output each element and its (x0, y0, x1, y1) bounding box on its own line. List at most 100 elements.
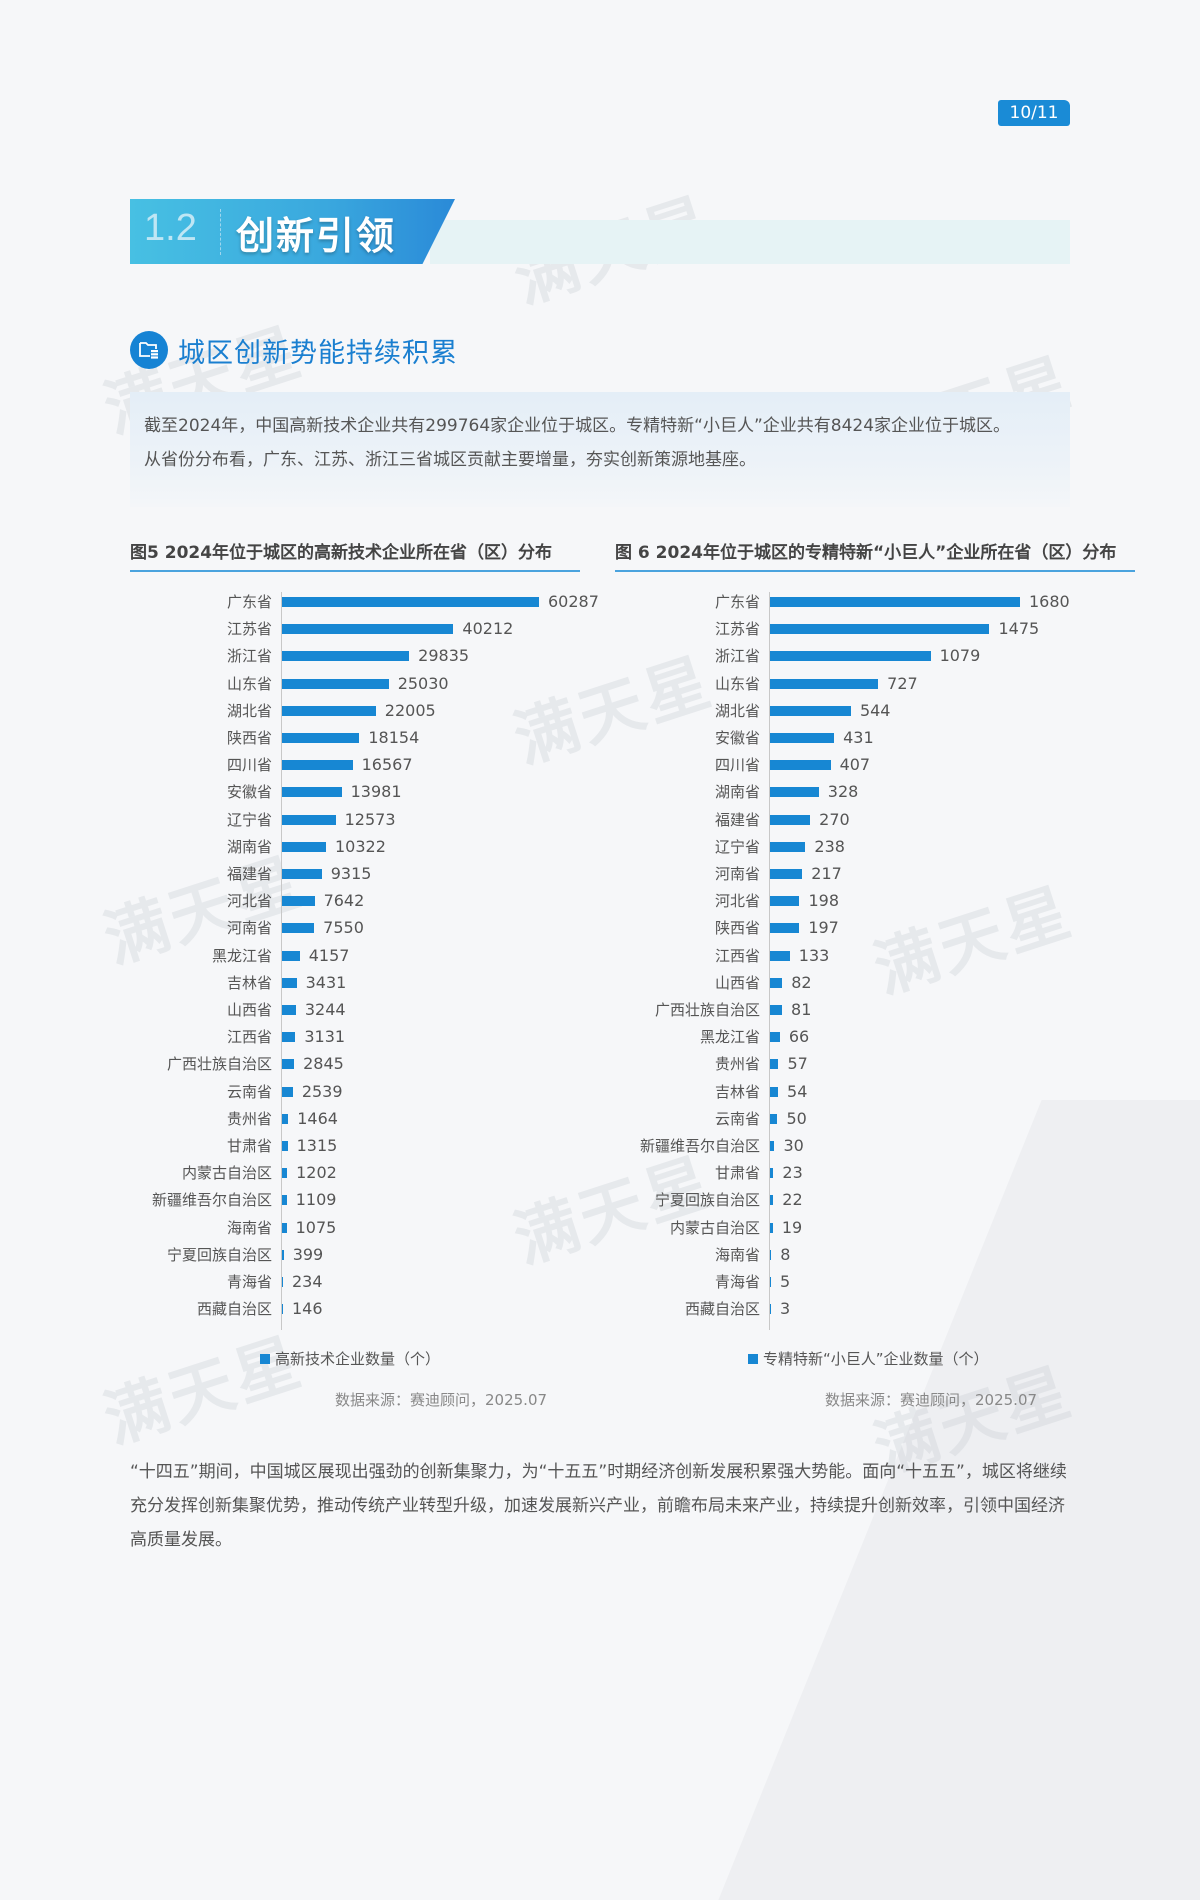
bar-value-label: 82 (791, 972, 812, 992)
bar-category-label: 河南省 (226, 919, 272, 938)
bar (282, 1032, 296, 1043)
bar-row: 吉林省 3431 (120, 973, 600, 993)
bar-value-label: 7642 (323, 891, 365, 911)
bar-row: 湖北省 544 (580, 701, 1140, 721)
bar-row: 江西省 133 (580, 946, 1140, 966)
bar-value-label: 81 (791, 1000, 812, 1019)
bar-value-label: 234 (292, 1272, 323, 1291)
bar (770, 1141, 775, 1151)
bar-category-label: 云南省 (226, 1082, 272, 1101)
bar (770, 841, 806, 852)
bar (282, 1277, 283, 1287)
bar-row: 广东省 1680 (580, 592, 1140, 612)
watermark: 满天星 (95, 1324, 313, 1459)
bar-row: 吉林省 54 (580, 1082, 1140, 1102)
bar-category-label: 广西壮族自治区 (654, 1001, 760, 1019)
bar-category-label: 内蒙古自治区 (669, 1218, 760, 1237)
bar-category-label: 福建省 (226, 865, 272, 883)
bar-row: 甘肃省 23 (580, 1163, 1140, 1183)
legend-label: 专精特新“小巨人”企业数量（个） (763, 1350, 989, 1368)
bar (282, 760, 353, 771)
bar-category-label: 海南省 (226, 1218, 272, 1237)
bar (770, 624, 990, 635)
bar-value-label: 29835 (418, 646, 470, 666)
bar-row: 贵州省 1464 (120, 1109, 600, 1129)
bar-category-label: 山东省 (714, 674, 760, 693)
subsection-title: 城区创新势能持续积累 (178, 337, 458, 369)
bar-row: 新疆维吾尔自治区 30 (580, 1136, 1140, 1156)
bar-row: 安徽省 13981 (120, 782, 600, 802)
bar-category-label: 湖北省 (714, 701, 760, 720)
bar-value-label: 13981 (350, 782, 402, 802)
bar-category-label: 广西壮族自治区 (166, 1055, 272, 1074)
bar-row: 河北省 7642 (120, 891, 600, 911)
bar-row: 河北省 198 (580, 891, 1140, 911)
bar-value-label: 217 (811, 864, 842, 883)
bar-category-label: 广东省 (714, 593, 760, 611)
bar (282, 1195, 287, 1206)
bar-category-label: 江苏省 (226, 620, 272, 639)
bar-value-label: 25030 (397, 673, 449, 693)
bar-value-label: 328 (827, 782, 859, 802)
bar (282, 1113, 289, 1124)
bar (770, 1249, 772, 1260)
bar-row: 江苏省 40212 (120, 619, 600, 639)
bar (282, 977, 297, 988)
bar-value-label: 22005 (384, 700, 436, 720)
chart-title-fig5: 图5 2024年位于城区的高新技术企业所在省（区）分布 (130, 538, 580, 572)
bar-value-label: 30 (783, 1136, 804, 1155)
bar-category-label: 浙江省 (226, 647, 272, 666)
bar-row: 湖南省 10322 (120, 837, 600, 857)
bar-category-label: 山西省 (226, 1001, 272, 1019)
bar-category-label: 河南省 (714, 865, 760, 883)
bar-category-label: 贵州省 (714, 1055, 760, 1074)
bar-value-label: 1475 (998, 619, 1040, 639)
bar-category-label: 安徽省 (226, 783, 272, 802)
conclusion-paragraph: “十四五”期间，中国城区展现出强劲的创新集聚力，为“十五五”时期经济创新发展积累… (130, 1462, 1067, 1550)
bar (282, 787, 342, 798)
bar-category-label: 甘肃省 (226, 1137, 272, 1155)
bar-value-label: 60287 (548, 592, 599, 611)
bar-category-label: 吉林省 (226, 973, 272, 992)
bar-value-label: 1315 (296, 1136, 338, 1155)
bar-value-label: 133 (798, 945, 830, 965)
bar (282, 624, 454, 635)
bar-category-label: 黑龙江省 (699, 1028, 760, 1047)
bar-value-label: 10322 (335, 836, 386, 856)
bar-row: 四川省 16567 (120, 755, 600, 775)
bar-row: 陕西省 197 (580, 918, 1140, 938)
bar-category-label: 贵州省 (226, 1109, 272, 1128)
bar-value-label: 238 (814, 836, 845, 856)
bar-row: 黑龙江省 66 (580, 1027, 1140, 1047)
bar (282, 1249, 284, 1260)
bar-row: 海南省 1075 (120, 1218, 600, 1238)
bar-value-label: 22 (782, 1190, 803, 1210)
bar-value-label: 66 (788, 1027, 810, 1047)
bar-value-label: 2539 (301, 1081, 343, 1101)
bar-value-label: 5 (780, 1272, 791, 1291)
bar-category-label: 辽宁省 (226, 810, 272, 829)
bar-category-label: 广东省 (226, 593, 272, 611)
bar-value-label: 18154 (368, 728, 420, 747)
bar-category-label: 黑龙江省 (211, 946, 272, 965)
bar-category-label: 宁夏回族自治区 (654, 1191, 760, 1210)
bar (770, 787, 819, 798)
bar-row: 河南省 217 (580, 864, 1140, 884)
bar (770, 923, 800, 934)
bar-row: 新疆维吾尔自治区 1109 (120, 1190, 600, 1210)
subsection-header: 城区创新势能持续积累 (130, 330, 458, 370)
bar-row: 辽宁省 12573 (120, 810, 600, 830)
bar (770, 814, 811, 825)
bar-category-label: 浙江省 (714, 647, 760, 666)
bar-category-label: 甘肃省 (714, 1164, 760, 1183)
bar-row: 安徽省 431 (580, 728, 1140, 748)
bar-category-label: 湖北省 (226, 701, 272, 720)
bar-value-label: 431 (843, 728, 874, 747)
legend-label: 高新技术企业数量（个） (275, 1350, 441, 1368)
bar (282, 1141, 288, 1151)
bar-category-label: 江苏省 (714, 620, 760, 639)
bar-row: 广西壮族自治区 2845 (120, 1054, 600, 1074)
bar-value-label: 3 (780, 1299, 791, 1319)
bar-category-label: 新疆维吾尔自治区 (151, 1191, 272, 1210)
bar-value-label: 19 (781, 1217, 803, 1237)
